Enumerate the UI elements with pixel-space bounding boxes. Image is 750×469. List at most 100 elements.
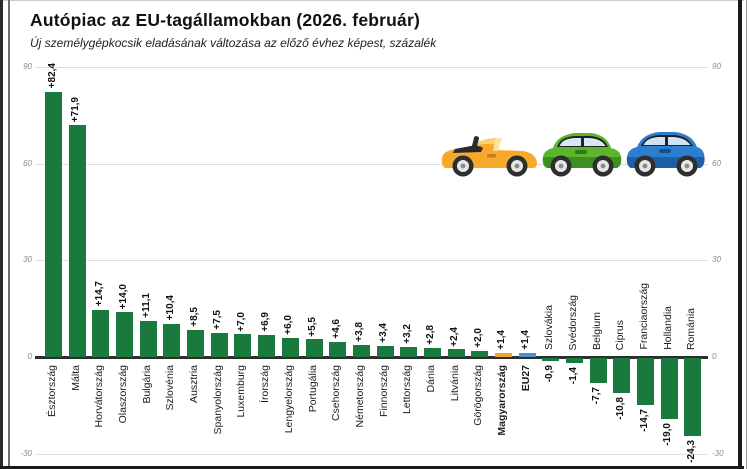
bar-value-label: +6,9 [259, 312, 271, 332]
y-tick-label-left: 60 [23, 158, 32, 168]
gridline [35, 67, 708, 68]
bar-value-label: +2,4 [449, 326, 461, 347]
bar-value-label: +14,7 [93, 281, 105, 307]
bar [305, 339, 323, 357]
bar-value-label: +71,9 [70, 97, 82, 123]
bar-category-label: Franciaország [638, 283, 650, 350]
bar [637, 358, 654, 406]
bar [447, 349, 465, 357]
bar-category-label: Lettország [401, 365, 414, 415]
bar [329, 342, 347, 357]
bar-category-label: Írország [259, 365, 272, 403]
bar-value-label: +11,1 [141, 293, 153, 319]
bar-category-label: Finnország [377, 365, 390, 417]
bar-value-label: +3,2 [401, 323, 413, 344]
y-tick-label-right: 30 [712, 255, 721, 265]
bar [352, 344, 370, 357]
bar [566, 358, 583, 363]
bar-category-label: Szlovénia [164, 365, 177, 411]
bar-category-label: Spanyolország [211, 365, 224, 435]
bar-value-label: +10,4 [164, 295, 176, 321]
y-tick-label-left: -30 [20, 448, 32, 458]
bar-value-label: -10,8 [614, 396, 626, 420]
bar [589, 358, 607, 383]
bar [68, 125, 86, 357]
gridline [35, 163, 708, 165]
bar-category-label: Dánia [424, 365, 437, 393]
bar-value-label: +1,4 [496, 329, 508, 350]
bar-category-label: Németország [353, 365, 366, 428]
bar [660, 358, 678, 420]
x-axis-line [35, 356, 708, 359]
bar [494, 352, 512, 357]
bar [423, 348, 441, 357]
bar-value-label: +2,8 [425, 325, 437, 345]
bar-category-label: Szlovákia [543, 305, 556, 350]
bar-category-label: EU27 [519, 365, 532, 392]
y-tick-label-left: 30 [23, 255, 32, 265]
bar [518, 352, 536, 357]
window-border-right-thin [746, 0, 747, 469]
y-tick-label-right: 90 [712, 62, 721, 71]
bar-category-label: Csehország [330, 365, 343, 422]
bar [400, 346, 418, 357]
bar-category-label: Észtország [46, 365, 58, 417]
bar-category-label: Lengyelország [282, 365, 295, 434]
bar-category-label: Belgium [590, 312, 603, 350]
bar-value-label: +5,5 [307, 316, 318, 337]
bar [116, 311, 133, 357]
blue-car-icon [626, 132, 705, 177]
bar-value-label: +1,4 [520, 329, 532, 350]
bar-category-label: Románia [685, 307, 698, 350]
bar-value-label: +3,8 [354, 322, 366, 342]
bar [376, 346, 394, 357]
bar [92, 309, 110, 357]
bar [234, 334, 252, 357]
bar-value-label: +14,0 [117, 283, 129, 309]
bar-category-label: Olaszország [117, 365, 129, 424]
chart-subtitle: Új személygépkocsik eladásának változása… [30, 36, 437, 50]
bar-value-label: +4,6 [330, 319, 342, 340]
bar-value-label: +82,4 [46, 63, 58, 89]
bar-value-label: -0,9 [543, 364, 555, 383]
y-tick-label-right: 0 [712, 352, 717, 361]
bar [139, 321, 157, 357]
bar-value-label: +7,5 [212, 310, 224, 330]
bar-category-label: Málta [69, 365, 82, 391]
window-border-left-outer [0, 0, 3, 469]
chart-title: Autópiac az EU-tagállamokban (2026. febr… [30, 10, 421, 30]
bar-category-label: Svédország [567, 294, 579, 350]
bar-category-label: Görögország [472, 365, 485, 426]
bar [210, 332, 228, 357]
bar-category-label: Ausztria [188, 365, 201, 403]
bar [163, 323, 181, 357]
bar [258, 334, 276, 357]
bar [281, 337, 299, 357]
bar-value-label: +7,0 [235, 311, 247, 332]
bar-value-label: +3,4 [378, 323, 389, 343]
bar-category-label: Magyarország [495, 365, 508, 436]
y-tick-label-left: 90 [23, 62, 32, 71]
bar-value-label: -24,3 [685, 440, 697, 464]
bar [471, 350, 489, 357]
bar [684, 358, 702, 437]
window-border-left-inner [8, 0, 10, 469]
bar-value-label: +6,0 [283, 314, 295, 335]
bar-value-label: -14,7 [638, 409, 650, 433]
bar-value-label: +2,0 [472, 327, 484, 348]
bar-category-label: Hollandia [661, 306, 674, 350]
bar-value-label: -7,7 [591, 386, 603, 405]
y-tick-label-right: 60 [712, 158, 721, 168]
bar-value-label: -19,0 [662, 423, 674, 446]
window-border-right [738, 0, 742, 469]
bar [613, 358, 631, 393]
bar-category-label: Ciprus [614, 319, 627, 350]
green-car-icon [542, 133, 622, 177]
window-border-bottom [0, 466, 744, 469]
bar-category-label: Bulgária [140, 365, 153, 404]
bar-value-label: -1,4 [567, 366, 579, 384]
bar-value-label: +8,5 [188, 306, 200, 327]
bar-category-label: Horvátország [93, 365, 106, 428]
orange-convertible-icon [441, 136, 537, 177]
